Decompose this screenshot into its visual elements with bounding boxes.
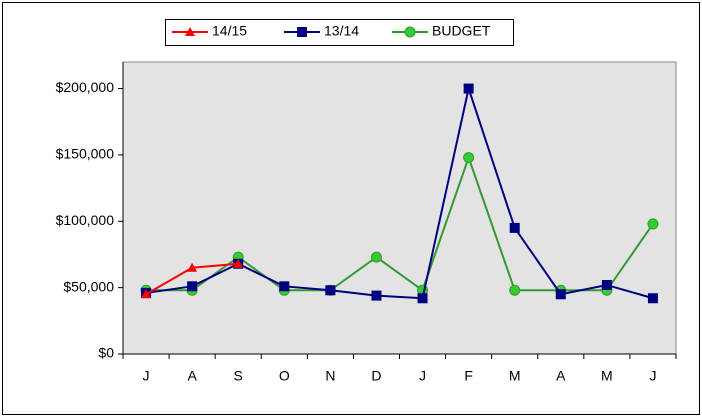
marker <box>463 152 475 164</box>
marker <box>187 262 198 272</box>
series-line <box>145 84 654 300</box>
x-tick-label: J <box>419 368 426 384</box>
x-tick-label: M <box>601 368 613 384</box>
plot-area <box>122 61 677 355</box>
legend-box <box>165 19 514 46</box>
marker <box>141 289 152 299</box>
marker <box>279 281 290 292</box>
marker <box>370 251 382 263</box>
marker <box>555 289 566 300</box>
legend-label: 14/15 <box>212 23 247 39</box>
series-line <box>146 154 654 292</box>
x-tick-label: J <box>143 368 150 384</box>
x-tick-label: D <box>371 368 381 384</box>
y-tick-label: $0 <box>98 345 114 361</box>
marker <box>404 26 416 38</box>
x-tick-label: S <box>234 368 243 384</box>
marker <box>601 279 612 290</box>
y-tick-label: $150,000 <box>56 146 115 162</box>
marker <box>417 293 428 304</box>
marker <box>463 83 474 94</box>
marker <box>647 218 659 230</box>
marker <box>509 222 520 233</box>
marker <box>187 281 198 292</box>
marker <box>233 258 244 268</box>
y-tick-label: $100,000 <box>56 212 115 228</box>
x-tick-label: J <box>649 368 656 384</box>
x-tick-label: O <box>279 368 290 384</box>
legend-label: 13/14 <box>324 23 359 39</box>
y-tick-label: $200,000 <box>56 79 115 95</box>
marker <box>297 27 307 37</box>
marker <box>325 285 336 296</box>
marker <box>647 293 658 304</box>
legend-label: BUDGET <box>432 23 491 39</box>
x-tick-label: A <box>187 368 197 384</box>
x-tick-label: A <box>556 368 566 384</box>
marker <box>185 27 195 36</box>
x-tick-label: N <box>325 368 335 384</box>
marker <box>371 290 382 301</box>
marker <box>509 284 521 296</box>
x-tick-label: M <box>509 368 521 384</box>
x-tick-label: F <box>464 368 473 384</box>
y-tick-label: $50,000 <box>63 278 114 294</box>
